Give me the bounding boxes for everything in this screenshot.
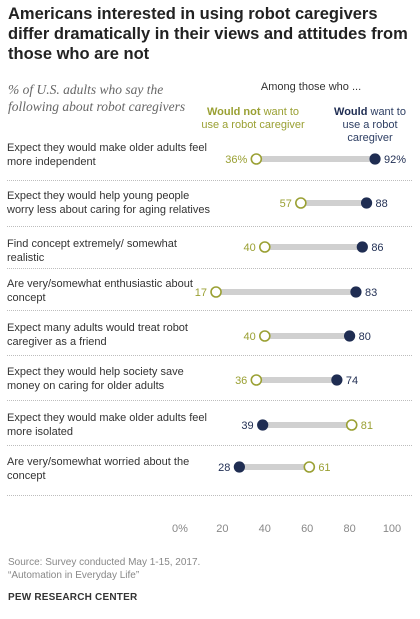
value-label-would: 86	[371, 242, 383, 254]
x-tick-label: 0%	[172, 523, 188, 535]
legend-would-not-text: want to use a robot caregiver	[201, 106, 305, 131]
chart-subtitle: % of U.S. adults who say the following a…	[8, 82, 186, 114]
row-divider	[7, 180, 412, 181]
value-label-would: 39	[241, 420, 253, 432]
row-label: Expect many adults would treat robot car…	[7, 322, 188, 348]
legend-would: Would want to use a robot caregiver	[324, 106, 416, 145]
dot-would-not	[345, 419, 358, 431]
value-label-would-not: 40	[244, 242, 256, 254]
dot-would	[344, 330, 356, 342]
dot-would	[233, 461, 245, 473]
value-label-would: 83	[365, 287, 377, 299]
row-label: Expect they would help society save mone…	[7, 366, 184, 392]
value-label-would-not: 36	[235, 375, 247, 387]
dot-would-not	[303, 461, 316, 473]
value-label-would: 80	[359, 331, 371, 343]
dot-would	[331, 374, 343, 386]
dot-would-not	[258, 241, 271, 253]
x-tick-label: 60	[301, 523, 313, 535]
legend-would-text: want to use a robot caregiver	[342, 106, 406, 144]
chart-title: Americans interested in using robot care…	[8, 5, 408, 63]
value-label-would-not: 81	[361, 420, 373, 432]
report-line: “Automation in Everyday Life”	[8, 570, 140, 581]
value-label-would: 92%	[384, 154, 406, 166]
dot-would	[350, 286, 362, 298]
dot-would-not	[258, 330, 271, 342]
value-label-would: 28	[218, 462, 230, 474]
x-tick-label: 20	[216, 523, 228, 535]
dot-would-not	[250, 374, 263, 386]
legend-would-not-bold: Would not	[206, 106, 261, 118]
dot-would	[356, 241, 368, 253]
x-tick-label: 40	[259, 523, 271, 535]
source-note: Source: Survey conducted May 1-15, 2017.…	[8, 556, 200, 582]
row-divider	[7, 226, 412, 227]
x-tick-label: 100	[383, 523, 401, 535]
column-header: Among those who ...	[260, 81, 362, 93]
value-label-would-not: 17	[195, 287, 207, 299]
row-label: Are very/somewhat worried about the conc…	[7, 456, 190, 482]
legend-would-not: Would not want to use a robot caregiver	[198, 106, 308, 132]
row-label: Are very/somewhat enthusiastic about con…	[7, 278, 193, 304]
dot-would	[257, 419, 269, 431]
dot-would-not	[210, 286, 222, 298]
source-line: Source: Survey conducted May 1-15, 2017.	[8, 557, 201, 568]
row-divider	[7, 445, 412, 446]
row-divider	[7, 268, 412, 269]
dot-would-not	[295, 197, 307, 209]
dot-would	[360, 197, 373, 209]
row-label: Expect they would make older adults feel…	[7, 142, 207, 168]
value-label-would-not: 36%	[225, 154, 247, 166]
row-label: Find concept extremely/ somewhat realist…	[7, 238, 177, 264]
value-label-would-not: 40	[244, 331, 256, 343]
row-label: Expect they would make older adults feel…	[7, 412, 207, 438]
row-label: Expect they would help young people worr…	[7, 190, 210, 216]
dot-would	[369, 153, 381, 165]
row-divider	[7, 400, 412, 401]
value-label-would-not: 57	[280, 198, 292, 210]
value-label-would: 88	[376, 198, 388, 210]
row-divider	[7, 310, 412, 311]
value-label-would-not: 61	[318, 462, 330, 474]
dot-would-not	[250, 153, 263, 165]
legend-would-bold: Would	[334, 106, 368, 118]
value-label-would: 74	[346, 375, 358, 387]
x-tick-label: 80	[343, 523, 355, 535]
row-divider	[7, 355, 412, 356]
brand-logo-text: PEW RESEARCH CENTER	[8, 592, 138, 603]
row-divider	[7, 495, 412, 496]
